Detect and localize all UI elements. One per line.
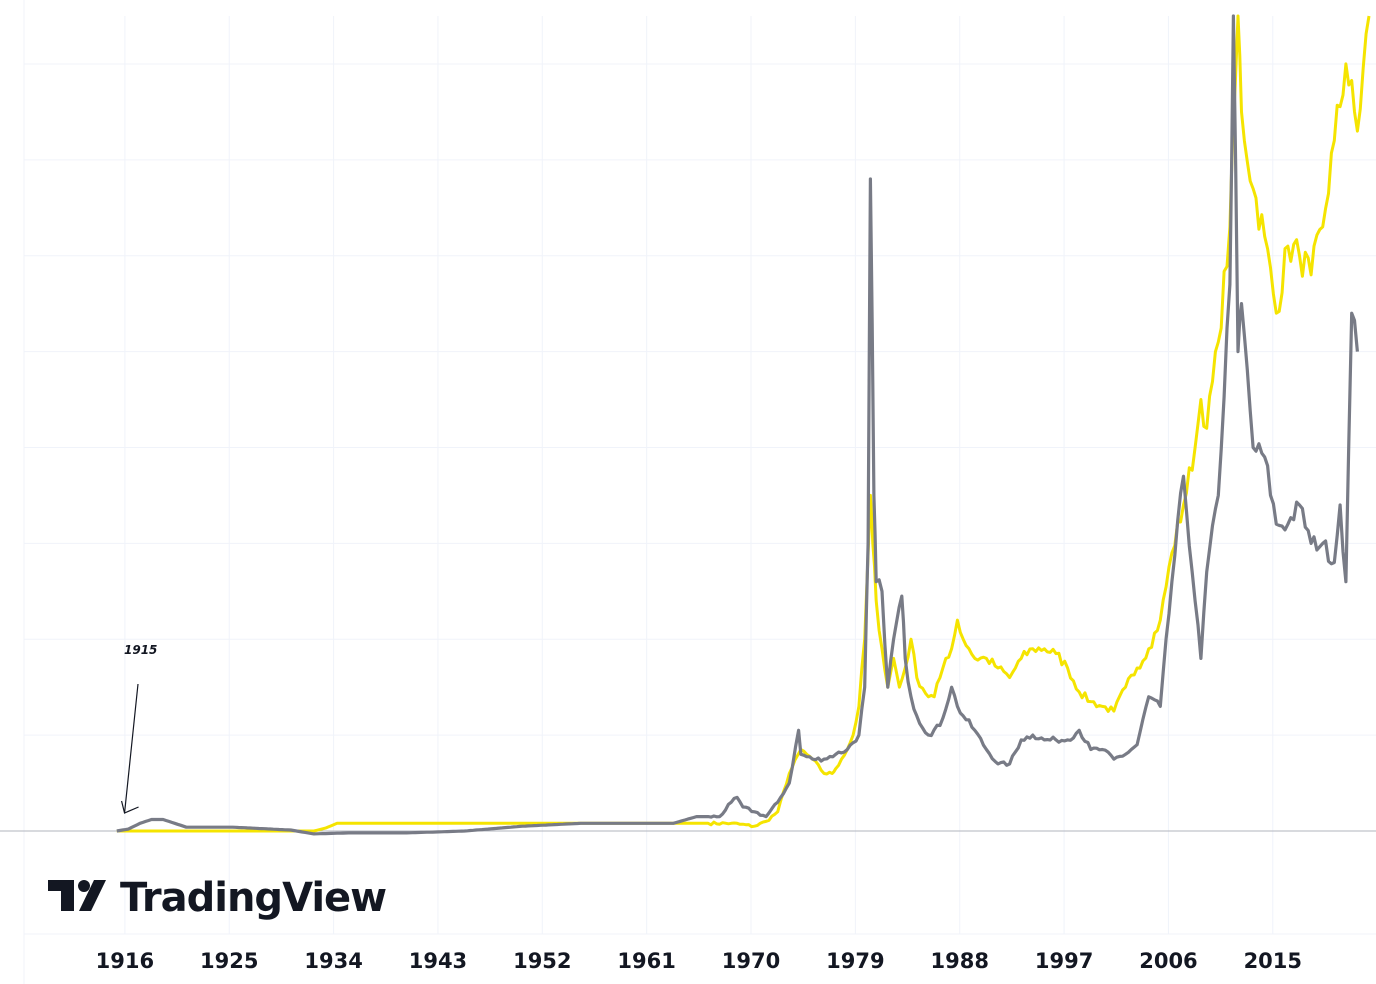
- annotation-arrowhead: [120, 800, 139, 814]
- tradingview-logo[interactable]: TradingView: [48, 875, 387, 921]
- annotation-layer: 1915: [120, 643, 157, 814]
- x-tick-label: 1943: [409, 949, 467, 973]
- time-axis[interactable]: 1916 1925 1934 1943 1952 1961 1970 1979 1988 1997…: [96, 949, 1302, 973]
- series-gold-line: [116, 14, 1371, 833]
- x-tick-label: 1952: [513, 949, 571, 973]
- tradingview-logo-text: TradingView: [120, 875, 386, 921]
- x-tick-label: 1979: [826, 949, 884, 973]
- x-tick-label: 1988: [931, 949, 989, 973]
- chart-grid: [23, 0, 1376, 984]
- series-silver-line: [116, 14, 1359, 836]
- x-tick-label: 1997: [1035, 949, 1093, 973]
- x-tick-label: 2006: [1139, 949, 1197, 973]
- tradingview-logo-icon: [48, 880, 106, 911]
- x-tick-label: 1970: [722, 949, 780, 973]
- x-tick-label: 1934: [304, 949, 362, 973]
- x-tick-label: 1961: [617, 949, 675, 973]
- series-layer: [116, 14, 1371, 836]
- annotation-arrow: [123, 683, 139, 814]
- x-tick-label: 1916: [96, 949, 154, 973]
- x-tick-label: 2015: [1244, 949, 1302, 973]
- x-tick-label: 1925: [200, 949, 258, 973]
- annotation-label: 1915: [124, 643, 157, 657]
